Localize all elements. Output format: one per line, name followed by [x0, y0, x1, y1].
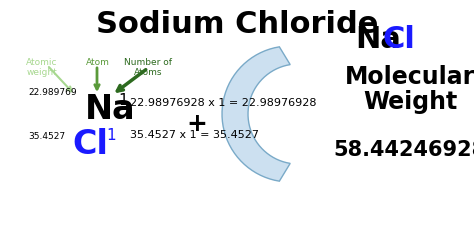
Text: Weight: Weight [363, 90, 457, 114]
Text: 22.98976928 x 1 = 22.98976928: 22.98976928 x 1 = 22.98976928 [130, 98, 317, 108]
Text: Number of
Atoms: Number of Atoms [124, 58, 172, 78]
Text: +: + [187, 112, 208, 136]
Text: Molecular: Molecular [345, 65, 474, 89]
Text: 35.4527: 35.4527 [28, 132, 65, 141]
Text: Na: Na [355, 25, 401, 54]
Text: 1: 1 [118, 93, 128, 108]
Text: Atom: Atom [86, 58, 110, 67]
Text: Atomic
weight: Atomic weight [26, 58, 58, 78]
Text: 35.4527 x 1 = 35.4527: 35.4527 x 1 = 35.4527 [130, 130, 259, 140]
Text: Sodium Chloride: Sodium Chloride [96, 10, 378, 39]
Text: Cl: Cl [383, 25, 416, 54]
Text: 1: 1 [106, 128, 116, 143]
Text: 22.989769: 22.989769 [28, 88, 77, 97]
Polygon shape [222, 47, 290, 181]
Text: 58.44246928: 58.44246928 [333, 140, 474, 160]
Text: Cl: Cl [72, 128, 108, 161]
Text: Na: Na [85, 93, 136, 126]
